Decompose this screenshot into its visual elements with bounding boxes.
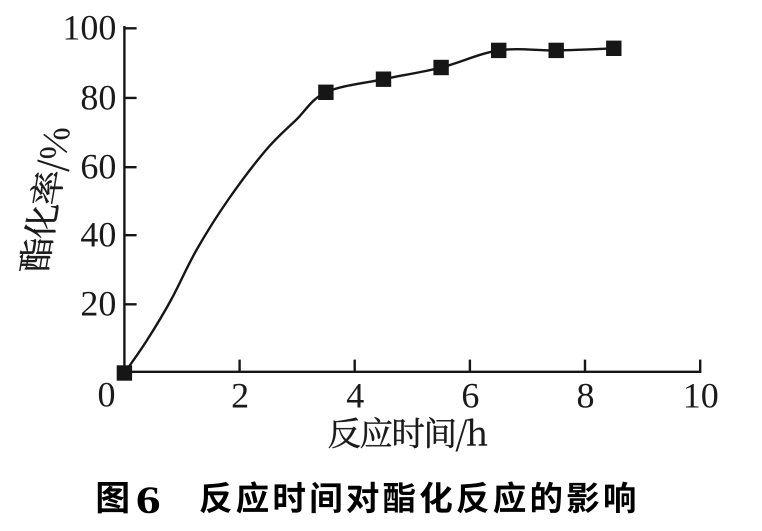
svg-text:80: 80 <box>80 77 116 117</box>
svg-text:6: 6 <box>461 376 479 416</box>
svg-text:100: 100 <box>62 8 116 48</box>
svg-text:10: 10 <box>683 376 719 416</box>
svg-text:0: 0 <box>98 375 116 415</box>
svg-text:40: 40 <box>80 215 116 255</box>
svg-text:6: 6 <box>136 478 161 522</box>
svg-text:4: 4 <box>346 376 364 416</box>
svg-text:8: 8 <box>577 376 595 416</box>
svg-text:60: 60 <box>80 147 116 187</box>
svg-text:2: 2 <box>231 376 249 416</box>
svg-text:20: 20 <box>80 284 116 324</box>
